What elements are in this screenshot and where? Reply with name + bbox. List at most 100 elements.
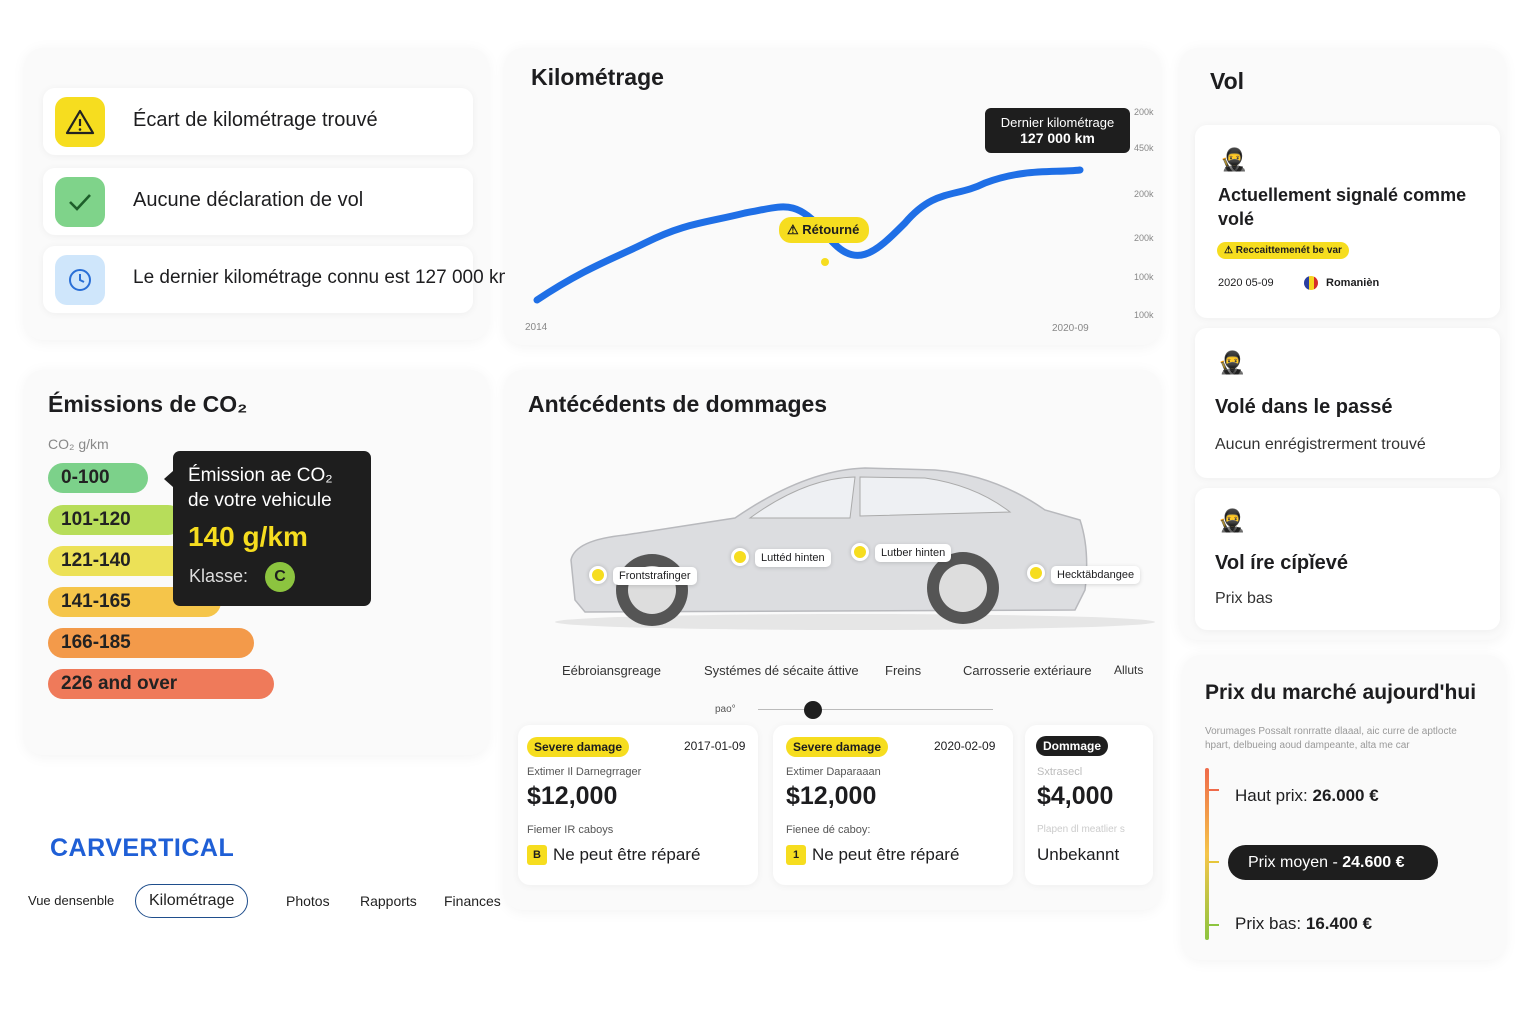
damage-label: Extimer Il Darnegrrager: [527, 766, 642, 778]
hotspot-dot[interactable]: [851, 543, 869, 561]
hotspot-dot[interactable]: [589, 566, 607, 584]
hotspot-dot[interactable]: [1027, 564, 1045, 582]
summary-item: Le dernier kilométrage connu est 127 000…: [43, 246, 514, 313]
high-label: Haut prix:: [1235, 786, 1308, 805]
x-label: 2014: [525, 322, 548, 333]
damage-status: Ne peut être réparé: [553, 845, 701, 864]
theft-card-text: Prix bas: [1215, 590, 1273, 607]
damage-badge: Severe damage: [527, 737, 630, 757]
mileage-title: Kilométrage: [531, 64, 664, 90]
damage-date: 2020-02-09: [934, 739, 996, 753]
theft-card-title: Actuellement signalé comme volé: [1218, 185, 1467, 229]
theft-country: Romanièn: [1326, 277, 1380, 289]
theft-card: 🥷 Actuellement signalé comme volé ⚠ Recc…: [1195, 125, 1500, 318]
damage-card: Dommage Sxtrasecl $4,000 Plapen dl meatl…: [1025, 725, 1153, 885]
high-price: Haut prix: 26.000 €: [1235, 786, 1379, 806]
low-label: Prix bas:: [1235, 914, 1302, 933]
market-panel: Prix du marché aujourd'hui Vorumages Pos…: [1183, 655, 1505, 960]
low-price: Prix bas: 16.400 €: [1235, 914, 1372, 934]
theft-card-title: Vol íre cípǐevé: [1215, 552, 1349, 574]
scale-tick: [1209, 789, 1219, 791]
high-value: 26.000 €: [1312, 786, 1379, 805]
clock-icon: [55, 255, 105, 305]
damage-status: Unbekannt: [1037, 845, 1120, 864]
low-value: 16.400 €: [1305, 914, 1373, 933]
damage-card: Severe damage 2020-02-09 Extimer Daparaa…: [773, 725, 1013, 885]
mileage-tooltip: Dernier kilométrage 127 000 km: [985, 108, 1130, 153]
brand-logo: CARVERTICAL: [50, 834, 235, 862]
damage-card: Severe damage 2017-01-09 Extimer Il Darn…: [518, 725, 758, 885]
mileage-panel: Kilométrage ⚠ Rétourné Dernier kilométra…: [505, 48, 1160, 345]
price-scale: [1205, 768, 1209, 940]
y-label: 200k: [1134, 107, 1154, 117]
theft-badge-text: Reccaittemenét be var: [1235, 245, 1342, 256]
hotspot-label[interactable]: Luttéd hinten: [755, 549, 831, 567]
co2-tooltip-line: Émission ae CO₂: [188, 465, 333, 486]
tooltip-arrow: [164, 471, 173, 487]
scale-tick: [1209, 861, 1219, 863]
flag: [1304, 276, 1318, 290]
nav-tab-active[interactable]: Kilométrage: [135, 884, 249, 918]
hotspot-dot[interactable]: [731, 548, 749, 566]
damage-tab[interactable]: Eébroiansgreage: [562, 663, 662, 678]
y-label: 100k: [1134, 272, 1154, 282]
y-label: 100k: [1134, 310, 1154, 320]
damage-tab[interactable]: Carrosserie extériaure: [963, 663, 1092, 678]
tooltip-label: Dernier kilométrage: [1000, 115, 1115, 130]
damage-date: 2017-01-09: [684, 739, 746, 753]
theft-panel: Vol 🥷 Actuellement signalé comme volé ⚠ …: [1180, 48, 1505, 640]
tooltip-value: 127 000 km: [1020, 130, 1095, 146]
check-icon: [55, 177, 105, 227]
co2-band: 166-185: [48, 628, 254, 658]
damage-badge: Severe damage: [786, 737, 889, 757]
nav-tab[interactable]: Finances: [444, 893, 501, 909]
theft-card: 🥷 Volé dans le passé Aucun enrégistrerme…: [1195, 328, 1500, 478]
theft-title: Vol: [1210, 68, 1245, 94]
damage-tab[interactable]: Alluts: [1114, 663, 1144, 677]
co2-tooltip-line: de votre vehicule: [188, 490, 332, 511]
y-label: 450k: [1134, 143, 1154, 153]
status-icon: B: [527, 845, 547, 865]
anomaly-dot: [821, 258, 829, 266]
damage-amount: $12,000: [527, 782, 618, 810]
nav-tab[interactable]: Photos: [286, 893, 330, 909]
warning-icon: [55, 97, 105, 147]
summary-text: Écart de kilométrage trouvé: [133, 109, 378, 131]
summary-item: Écart de kilométrage trouvé: [43, 88, 473, 155]
nav-tab[interactable]: Rapports: [360, 893, 417, 909]
damage-title: Antécédents de dommages: [528, 391, 828, 417]
damage-badge: Dommage: [1036, 736, 1109, 756]
y-label: 200k: [1134, 189, 1154, 199]
rollback-text: Rétourné: [802, 222, 860, 237]
damage-amount: $12,000: [786, 782, 877, 810]
damage-tab[interactable]: Freins: [885, 663, 922, 678]
y-label: 200k: [1134, 233, 1154, 243]
theft-card-title: Volé dans le passé: [1215, 396, 1393, 418]
slider-track: [758, 709, 993, 710]
damage-label: Sxtrasecl: [1037, 766, 1083, 778]
hotspot-label[interactable]: Frontstrafinger: [613, 567, 697, 585]
theft-date: 2020 05-09: [1218, 277, 1274, 289]
damage-sub: Fienee dé caboy:: [786, 824, 871, 836]
thief-icon: 🥷: [1220, 147, 1248, 172]
damage-status: Ne peut être réparé: [812, 845, 960, 864]
hotspot-label[interactable]: Lutber hinten: [875, 544, 952, 562]
summary-text: Le dernier kilométrage connu est 127 000…: [133, 267, 515, 288]
class-label: Klasse:: [189, 566, 249, 586]
hotspot-label[interactable]: Hecktäbdangee: [1051, 566, 1141, 584]
mileage-chart: [533, 166, 1084, 304]
summary-item: Aucune déclaration de vol: [43, 168, 473, 235]
damage-tab[interactable]: Systémes dé sécaite áttive: [704, 663, 859, 678]
market-description: Vorumages Possalt ronrratte dlaaal, aic …: [1205, 726, 1457, 751]
warning-glyph: [65, 109, 95, 135]
summary-panel: Écart de kilométrage trouvé Aucune décla…: [25, 48, 514, 340]
damage-label: Extimer Daparaaan: [786, 766, 881, 778]
slider-thumb[interactable]: [804, 701, 822, 719]
avg-price: Prix moyen - 24.600 €: [1228, 845, 1438, 880]
avg-value: 24.600 €: [1342, 854, 1405, 871]
nav-tab[interactable]: Vue densenble: [28, 893, 115, 908]
scale-tick: [1209, 924, 1219, 926]
slider-label: pao°: [715, 704, 736, 715]
